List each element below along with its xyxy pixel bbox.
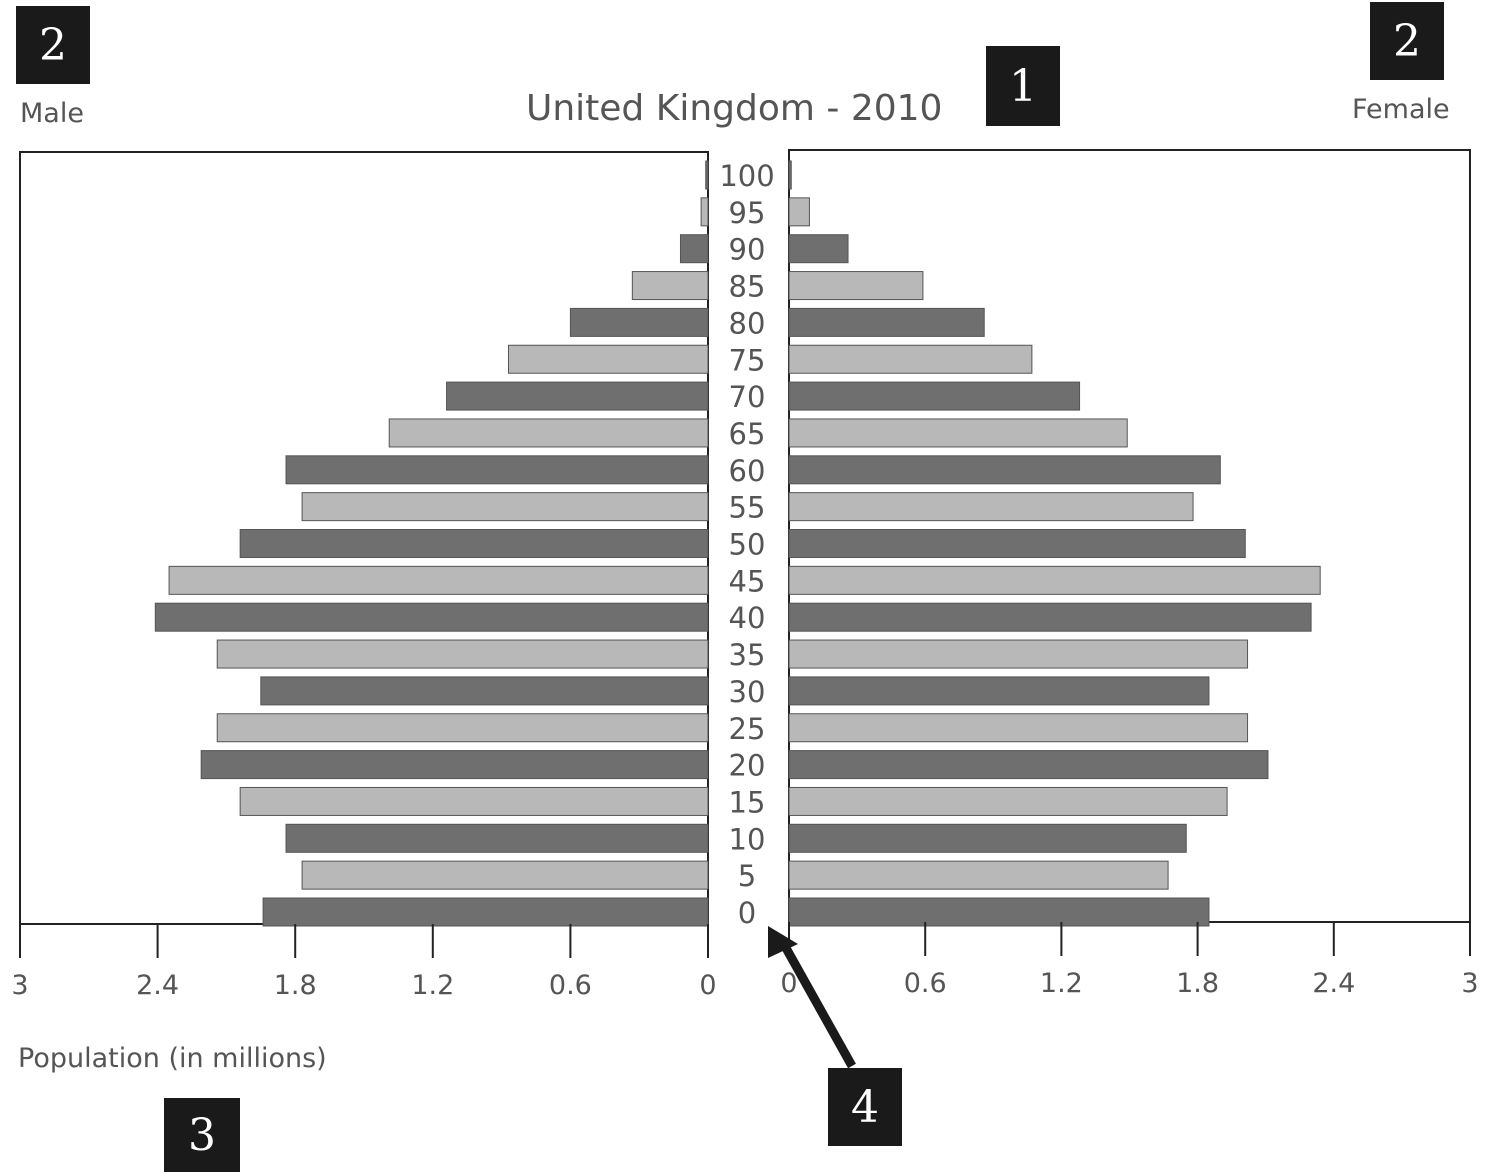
age-label-75: 75 [729, 343, 766, 377]
male-bar-40 [154, 602, 709, 632]
male-bar-45 [168, 565, 709, 595]
female-label: Female [1352, 94, 1450, 125]
male-x-tick-label-2.4: 2.4 [136, 970, 179, 1001]
marker-axis-label: 3 [164, 1098, 240, 1172]
male-bar-50 [239, 529, 709, 558]
male-bar-90 [679, 234, 709, 264]
age-label-60: 60 [729, 454, 766, 488]
female-x-tick-label-0.6: 0.6 [904, 968, 947, 999]
female-bar-90 [788, 234, 849, 264]
male-bar-10 [285, 823, 709, 853]
male-bar-15 [239, 786, 709, 816]
age-axis-arrow-shaft [782, 945, 856, 1069]
female-bar-35 [788, 639, 1249, 669]
marker-male: 2 [16, 6, 90, 84]
female-bar-80 [788, 307, 985, 337]
male-x-tick-label-0: 0 [699, 970, 716, 1001]
male-bar-30 [260, 676, 709, 706]
male-x-tick-label-1.2: 1.2 [411, 970, 454, 1001]
female-x-tick-label-0: 0 [780, 968, 797, 999]
age-label-25: 25 [729, 712, 766, 746]
female-x-tick-label-2.4: 2.4 [1312, 968, 1355, 999]
male-x-tick-label-3: 3 [11, 970, 28, 1001]
marker-female: 2 [1370, 2, 1444, 80]
female-bar-40 [788, 602, 1312, 632]
age-label-20: 20 [729, 749, 766, 783]
age-label-85: 85 [729, 270, 766, 304]
chart-title: United Kingdom - 2010 [526, 88, 943, 129]
age-label-45: 45 [729, 564, 766, 598]
age-label-30: 30 [729, 675, 766, 709]
male-bar-100 [705, 160, 709, 190]
age-label-70: 70 [729, 380, 766, 414]
female-bar-25 [788, 713, 1249, 743]
age-label-15: 15 [729, 785, 766, 819]
male-bar-55 [301, 492, 709, 522]
female-bar-100 [788, 160, 792, 190]
male-bar-25 [216, 713, 709, 743]
age-label-40: 40 [729, 601, 766, 635]
female-bar-55 [788, 492, 1194, 522]
age-label-0: 0 [738, 896, 756, 930]
female-bar-5 [788, 860, 1169, 890]
female-x-tick-label-3: 3 [1461, 968, 1478, 999]
female-bar-60 [788, 455, 1221, 485]
marker-title: 1 [986, 46, 1060, 126]
male-bar-95 [700, 197, 709, 227]
male-bar-0 [262, 897, 709, 927]
female-bar-95 [788, 197, 810, 227]
age-label-90: 90 [729, 233, 766, 267]
age-label-55: 55 [729, 491, 766, 525]
male-x-tick-label-0.6: 0.6 [549, 970, 592, 1001]
age-label-95: 95 [729, 196, 766, 230]
female-bar-10 [788, 823, 1187, 853]
male-bar-75 [507, 344, 709, 374]
female-bar-85 [788, 271, 924, 301]
age-axis-arrowhead [768, 926, 798, 958]
age-label-5: 5 [738, 859, 756, 893]
female-bar-45 [788, 565, 1321, 595]
male-bar-5 [301, 860, 709, 890]
age-label-65: 65 [729, 417, 766, 451]
male-bar-80 [569, 307, 709, 337]
female-bar-30 [788, 676, 1210, 706]
male-bar-20 [200, 750, 709, 780]
female-bar-0 [788, 897, 1210, 927]
age-label-100: 100 [719, 159, 774, 193]
female-bar-70 [788, 381, 1081, 411]
age-label-10: 10 [729, 822, 766, 856]
male-bar-35 [216, 639, 709, 669]
x-axis-label: Population (in millions) [18, 1043, 327, 1074]
male-label: Male [20, 98, 84, 129]
age-label-80: 80 [729, 306, 766, 340]
male-bar-85 [631, 271, 709, 301]
female-x-tick-label-1.8: 1.8 [1176, 968, 1219, 999]
male-bar-65 [388, 418, 709, 448]
female-bar-15 [788, 786, 1228, 816]
female-x-tick-label-1.2: 1.2 [1040, 968, 1083, 999]
female-bar-50 [788, 529, 1246, 558]
male-x-tick-label-1.8: 1.8 [274, 970, 317, 1001]
age-label-50: 50 [729, 528, 766, 562]
marker-age-axis: 4 [828, 1068, 902, 1146]
female-bar-65 [788, 418, 1128, 448]
age-label-35: 35 [729, 638, 766, 672]
male-bar-70 [446, 381, 709, 411]
female-bar-75 [788, 344, 1033, 374]
female-bar-20 [788, 750, 1269, 780]
male-bar-60 [285, 455, 709, 485]
